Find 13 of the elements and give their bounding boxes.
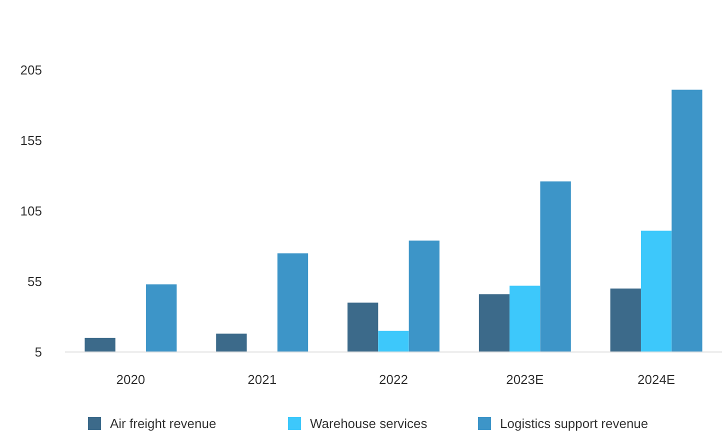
y-tick-label: 55 [28,274,42,290]
x-tick-label: 2022 [379,372,408,387]
x-tick-label: 2024E [638,372,676,387]
y-tick-label: 5 [34,344,42,360]
legend-label: Air freight revenue [110,416,216,431]
legend-label: Logistics support revenue [500,416,648,431]
y-tick-label: 205 [20,62,42,78]
x-tick-label: 2023E [506,372,544,387]
legend-label: Warehouse services [310,416,428,431]
y-tick-label: 105 [20,204,42,219]
x-tick-label: 2020 [116,372,146,387]
x-tick-label: 2021 [248,372,277,387]
y-tick-label: 155 [20,133,42,148]
